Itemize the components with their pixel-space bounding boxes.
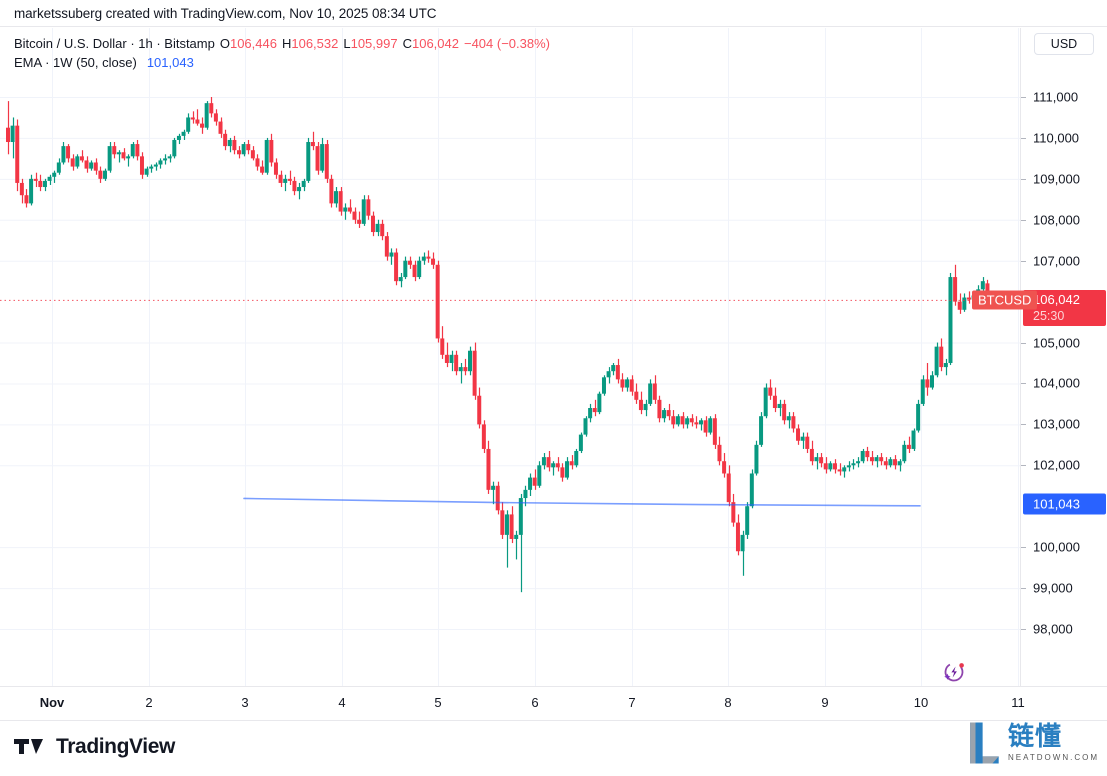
attribution-bar: marketssuberg created with TradingView.c… (0, 0, 1107, 27)
price-tick-mark (1021, 97, 1026, 98)
chart-grid (0, 28, 1020, 686)
price-tick-mark (1021, 260, 1026, 262)
attribution-text: marketssuberg created with TradingView.c… (14, 5, 437, 21)
time-tick-label: 4 (338, 695, 346, 710)
price-tick-mark (1021, 465, 1026, 467)
price-tick-label: 109,000 (1033, 171, 1080, 187)
time-tick-label: 3 (241, 695, 249, 710)
symbol-price-flag: BTCUSD (972, 290, 1038, 310)
last-price-value: 106,042 (1033, 291, 1080, 307)
price-tick-label: 110,000 (1033, 130, 1080, 146)
time-tick-label: Nov (39, 695, 65, 710)
price-tick-label: 108,000 (1033, 212, 1080, 228)
watermark-cn-text: 链懂 (1008, 722, 1063, 752)
candlestick-series (6, 97, 990, 593)
price-tick-label: 103,000 (1033, 416, 1080, 432)
footer-bar: TradingView (0, 720, 1107, 776)
ema-price-badge: 101,043 (1023, 493, 1106, 515)
price-tick-label: 100,000 (1033, 539, 1080, 555)
tradingview-mark-icon (14, 739, 43, 754)
price-tick-label: 105,000 (1033, 335, 1080, 351)
price-tick-mark (1021, 219, 1026, 221)
price-tick-mark (1021, 629, 1026, 630)
bar-countdown: 25:30 (1033, 308, 1065, 323)
time-tick-label: 8 (724, 695, 732, 710)
price-tick-label: 111,000 (1033, 89, 1079, 105)
price-tick-mark (1021, 547, 1026, 549)
price-tick-mark (1021, 383, 1026, 385)
price-tick-mark (1021, 178, 1026, 180)
price-tick-label: 98,000 (1033, 621, 1073, 637)
time-tick-label: 2 (145, 695, 153, 710)
time-tick-label: 9 (821, 695, 829, 710)
tradingview-logo[interactable]: TradingView (14, 735, 175, 759)
time-axis[interactable]: Nov 2 3 4 5 6 7 8 9 10 11 (0, 686, 1107, 720)
price-tick-label: 99,000 (1033, 580, 1073, 596)
time-tick-label: 10 (913, 695, 929, 710)
price-tick-mark (1021, 137, 1026, 139)
chart-pane[interactable] (0, 28, 1020, 686)
neatdown-watermark: 链懂 NEATDOWN.COM (963, 714, 1099, 772)
lightning-spark-icon[interactable] (941, 658, 967, 689)
time-tick-label: 11 (1011, 695, 1025, 710)
price-axis[interactable]: USD 111,000 110,000 109,000 108,000 107,000 1… (1020, 28, 1107, 686)
price-tick-mark (1021, 342, 1026, 344)
watermark-l-icon (970, 722, 999, 764)
time-tick-label: 5 (434, 695, 442, 710)
price-tick-label: 104,000 (1033, 375, 1080, 391)
symbol-flag-label: BTCUSD (978, 292, 1032, 308)
price-tick-mark (1021, 588, 1026, 590)
time-tick-label: 7 (628, 695, 636, 710)
currency-button[interactable]: USD (1034, 33, 1094, 55)
tradingview-wordmark: TradingView (56, 735, 175, 758)
watermark-domain: NEATDOWN.COM (1008, 753, 1099, 762)
price-tick-label: 102,000 (1033, 457, 1080, 473)
watermark-text-block: 链懂 NEATDOWN.COM (1008, 724, 1099, 762)
time-tick-label: 6 (531, 695, 539, 710)
price-tick-label: 107,000 (1033, 253, 1080, 269)
price-tick-mark (1021, 424, 1026, 426)
overlay-lines (0, 299, 1020, 507)
